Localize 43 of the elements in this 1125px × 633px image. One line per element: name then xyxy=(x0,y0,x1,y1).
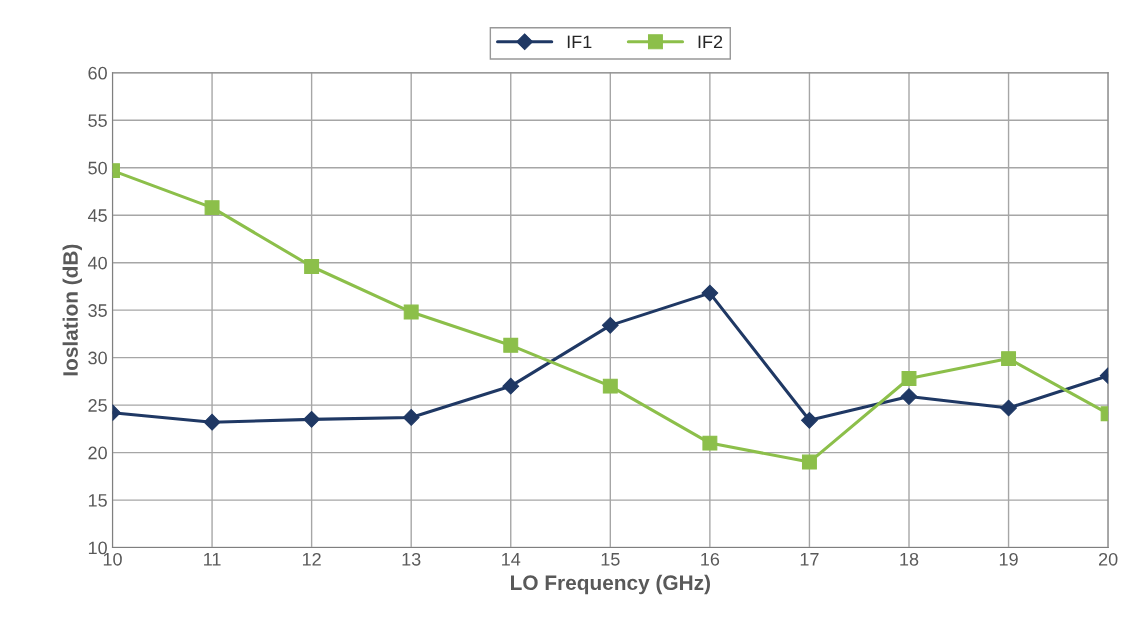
x-tick-label: 11 xyxy=(204,553,221,566)
point xyxy=(304,259,320,274)
x-tick-label: 13 xyxy=(402,552,421,566)
point xyxy=(503,337,519,353)
point xyxy=(601,316,619,334)
point xyxy=(901,371,917,386)
point xyxy=(403,304,419,320)
point xyxy=(1001,351,1017,367)
point xyxy=(303,410,320,428)
x-tick-label: 16 xyxy=(701,552,720,566)
y-axis-title: Ioslation (dB) xyxy=(62,244,82,376)
point xyxy=(502,377,520,395)
x-tick-label: 18 xyxy=(900,552,919,566)
y-tick-label: 40 xyxy=(87,256,107,270)
point xyxy=(204,200,220,216)
x-tick-label: 19 xyxy=(999,552,1018,566)
point xyxy=(702,435,718,451)
point xyxy=(900,388,918,405)
legend-label: IF1 xyxy=(567,35,592,49)
point xyxy=(203,413,221,431)
y-tick-label: 60 xyxy=(88,66,107,80)
y-tick-label: 25 xyxy=(88,399,107,412)
point xyxy=(1000,399,1017,417)
x-tick-label: 14 xyxy=(502,553,521,566)
y-tick-label: 20 xyxy=(88,446,107,460)
y-tick-label: 15 xyxy=(88,494,107,507)
y-tick-label: 10 xyxy=(88,541,107,555)
point xyxy=(402,409,420,426)
y-tick-label: 30 xyxy=(88,351,107,365)
point xyxy=(801,411,818,429)
y-tick-label: 35 xyxy=(88,304,107,317)
x-tick-label: 17 xyxy=(800,553,819,566)
point xyxy=(801,454,817,470)
x-tick-label: 15 xyxy=(601,553,620,566)
legend-label: IF2 xyxy=(698,35,723,49)
x-axis-title: LO Frequency (GHz) xyxy=(511,574,710,595)
y-tick-label: 45 xyxy=(87,209,107,222)
x-tick-label: 12 xyxy=(302,552,321,566)
point xyxy=(701,284,719,302)
point xyxy=(602,378,618,394)
y-tick-label: 55 xyxy=(88,114,107,127)
y-tick-label: 50 xyxy=(88,161,107,175)
x-tick-label: 20 xyxy=(1098,552,1118,566)
